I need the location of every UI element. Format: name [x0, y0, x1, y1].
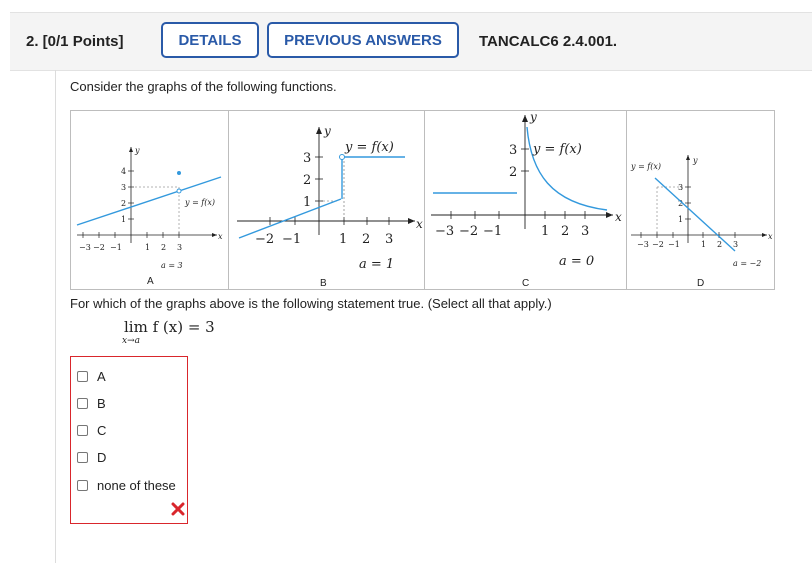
svg-text:−1: −1 [668, 240, 680, 249]
question-intro: Consider the graphs of the following fun… [70, 79, 337, 94]
choice-b[interactable]: B [77, 395, 106, 411]
choice-a[interactable]: A [77, 368, 106, 384]
choice-d[interactable]: D [77, 449, 106, 465]
svg-text:1: 1 [121, 215, 126, 224]
graph-c-caption: a = 0 [559, 254, 594, 269]
choice-none[interactable]: none of these [77, 477, 176, 493]
graph-b-caption: a = 1 [359, 257, 394, 272]
svg-text:−3: −3 [79, 243, 91, 252]
limit-statement: lim f (x) = 3 [124, 318, 215, 336]
svg-text:3: 3 [581, 224, 589, 239]
graph-d: x y −3 −2 −1 1 2 3 1 2 3 y = f(x) a = −2 D [626, 111, 775, 289]
incorrect-x-icon [171, 502, 185, 516]
svg-text:1: 1 [701, 240, 706, 249]
svg-text:x: x [615, 210, 622, 224]
svg-text:1: 1 [678, 215, 683, 224]
question-divider [55, 70, 56, 563]
details-button[interactable]: DETAILS [161, 22, 259, 58]
svg-text:y: y [692, 156, 698, 165]
question-code: TANCALC6 2.4.001. [479, 33, 618, 50]
checkbox-c[interactable] [77, 424, 88, 436]
svg-text:3: 3 [177, 243, 182, 252]
svg-text:2: 2 [303, 173, 311, 188]
svg-text:y: y [134, 146, 140, 155]
svg-text:3: 3 [385, 232, 393, 247]
graph-b-label: B [320, 278, 327, 289]
graph-d-caption: a = −2 [733, 259, 761, 268]
svg-text:−2: −2 [93, 243, 105, 252]
svg-text:x: x [218, 232, 223, 241]
svg-text:−2: −2 [255, 232, 274, 247]
choice-b-label: B [97, 395, 106, 411]
svg-text:3: 3 [509, 143, 517, 158]
svg-text:1: 1 [339, 232, 347, 247]
svg-text:x: x [416, 217, 423, 231]
answer-choices: A B C D none of these [70, 356, 188, 524]
limit-subscript: x→a [122, 336, 140, 346]
graph-c-label: C [522, 278, 529, 289]
svg-text:1: 1 [303, 195, 311, 210]
svg-text:y: y [323, 124, 331, 138]
graph-a: x y −3 −2 −1 1 2 3 1 2 3 4 y = f(x) a = 3 A [71, 111, 228, 289]
svg-text:2: 2 [717, 240, 722, 249]
svg-text:2: 2 [121, 199, 126, 208]
svg-text:2: 2 [678, 199, 683, 208]
svg-text:2: 2 [509, 165, 517, 180]
svg-text:y: y [529, 111, 537, 124]
choice-none-label: none of these [97, 477, 176, 493]
choice-d-label: D [97, 449, 107, 465]
question-header: 2. [0/1 Points] DETAILS PREVIOUS ANSWERS… [10, 12, 812, 71]
svg-text:−1: −1 [483, 224, 502, 239]
svg-text:−3: −3 [637, 240, 649, 249]
svg-text:−2: −2 [652, 240, 664, 249]
graph-a-caption: a = 3 [161, 261, 183, 270]
svg-text:3: 3 [303, 151, 311, 166]
graph-d-label: D [697, 278, 704, 289]
checkbox-b[interactable] [77, 397, 88, 409]
svg-text:−3: −3 [435, 224, 454, 239]
svg-text:−1: −1 [282, 232, 301, 247]
question-text: For which of the graphs above is the fol… [70, 296, 552, 311]
svg-text:3: 3 [678, 183, 683, 192]
svg-text:−1: −1 [110, 243, 122, 252]
svg-text:x: x [768, 232, 773, 241]
svg-text:−2: −2 [459, 224, 478, 239]
checkbox-a[interactable] [77, 370, 88, 382]
svg-text:2: 2 [161, 243, 166, 252]
graph-c-func-label: y = f(x) [532, 142, 582, 157]
previous-answers-button[interactable]: PREVIOUS ANSWERS [267, 22, 459, 58]
svg-text:1: 1 [145, 243, 150, 252]
svg-text:2: 2 [362, 232, 370, 247]
svg-text:2: 2 [561, 224, 569, 239]
graph-d-func-label: y = f(x) [630, 162, 661, 171]
svg-text:1: 1 [541, 224, 549, 239]
choice-c[interactable]: C [77, 422, 106, 438]
checkbox-none[interactable] [77, 479, 88, 491]
graph-b-func-label: y = f(x) [344, 140, 394, 155]
choice-a-label: A [97, 368, 106, 384]
svg-text:3: 3 [733, 240, 738, 249]
svg-text:4: 4 [121, 167, 126, 176]
checkbox-d[interactable] [77, 451, 88, 463]
svg-text:3: 3 [121, 183, 126, 192]
question-number: 2. [0/1 Points] [26, 33, 124, 50]
graph-a-label: A [147, 276, 154, 287]
choice-c-label: C [97, 422, 107, 438]
graph-a-func-label: y = f(x) [184, 198, 215, 207]
